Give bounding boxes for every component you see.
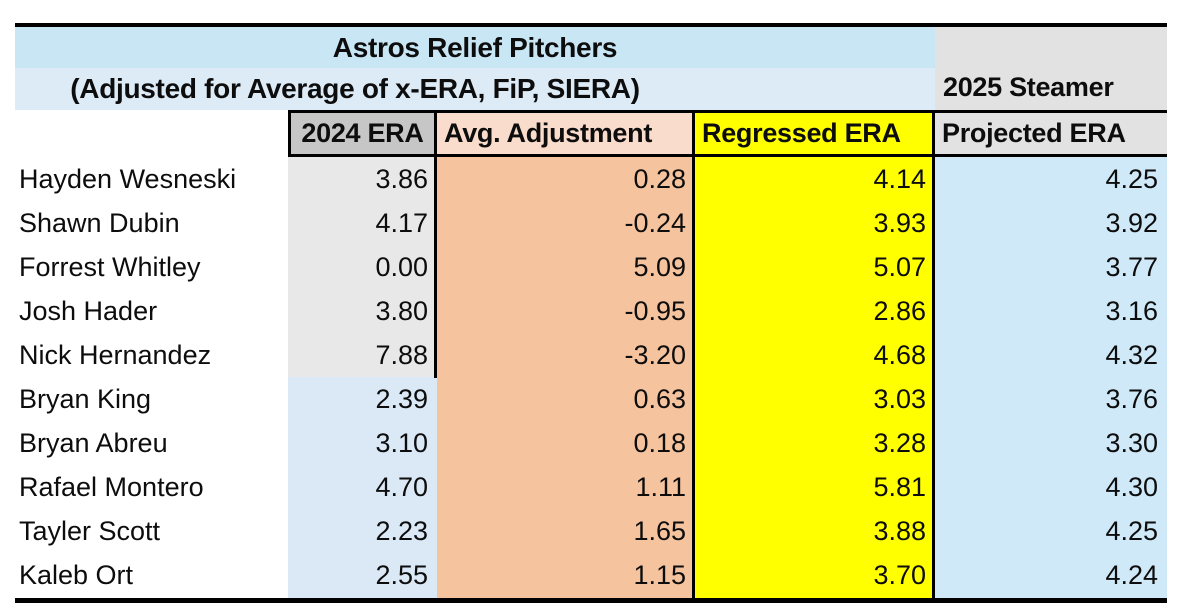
projected-era-cell: 3.77 — [935, 245, 1167, 290]
column-header-row: 2024 ERA Avg. Adjustment Regressed ERA P… — [15, 110, 1167, 157]
player-name-cell: Nick Hernandez — [15, 333, 288, 378]
era-2024-cell: 0.00 — [288, 245, 437, 290]
player-name-cell: Bryan Abreu — [15, 421, 288, 466]
header-top-rule — [288, 110, 1167, 113]
projected-era-cell: 3.92 — [935, 201, 1167, 246]
avg-adjustment-cell: 1.15 — [437, 553, 695, 598]
avg-adjustment-cell: 0.28 — [437, 157, 695, 202]
player-name-cell: Hayden Wesneski — [15, 157, 288, 202]
player-name-cell: Josh Hader — [15, 289, 288, 334]
pitchers-table: Astros Relief Pitchers (Adjusted for Ave… — [15, 23, 1167, 603]
projected-era-cell: 4.25 — [935, 509, 1167, 554]
era-2024-cell: 2.23 — [288, 509, 437, 554]
regressed-column-right-rule — [932, 110, 935, 598]
avg-adjustment-cell: 0.18 — [437, 421, 695, 466]
era-column-right-rule — [434, 110, 437, 378]
regressed-era-cell: 3.93 — [695, 201, 935, 246]
projected-era-cell: 4.25 — [935, 157, 1167, 202]
avg-adjustment-cell: -3.20 — [437, 333, 695, 378]
table-title: Astros Relief Pitchers — [15, 27, 935, 68]
player-name-cell: Rafael Montero — [15, 465, 288, 510]
avg-adjustment-cell: 5.09 — [437, 245, 695, 290]
regressed-era-cell: 3.28 — [695, 421, 935, 466]
era-2024-cell: 2.55 — [288, 553, 437, 598]
era-2024-cell: 3.10 — [288, 421, 437, 466]
era-2024-cell: 3.86 — [288, 157, 437, 202]
avg-adjustment-cell: -0.95 — [437, 289, 695, 334]
projected-era-cell: 4.30 — [935, 465, 1167, 510]
regressed-era-cell: 5.81 — [695, 465, 935, 510]
avg-adjustment-cell: 1.11 — [437, 465, 695, 510]
avg-adjustment-cell: 1.65 — [437, 509, 695, 554]
player-name-cell: Kaleb Ort — [15, 553, 288, 598]
era-2024-cell: 2.39 — [288, 377, 437, 422]
regressed-era-cell: 4.14 — [695, 157, 935, 202]
era-2024-cell: 3.80 — [288, 289, 437, 334]
table-top-border — [15, 23, 1167, 27]
title-band: Astros Relief Pitchers (Adjusted for Ave… — [15, 27, 1167, 110]
player-column-header-spacer — [15, 110, 288, 157]
projected-era-cell: 4.32 — [935, 333, 1167, 378]
column-header-regressed-era: Regressed ERA — [695, 110, 935, 157]
avg-adjustment-cell: -0.24 — [437, 201, 695, 246]
era-header-left-rule — [288, 110, 291, 157]
column-header-2024-era: 2024 ERA — [288, 110, 437, 157]
header-bottom-rule — [288, 154, 1167, 157]
player-name-cell: Shawn Dubin — [15, 201, 288, 246]
projected-era-cell: 3.76 — [935, 377, 1167, 422]
projection-source-label: 2025 Steamer — [935, 27, 1167, 110]
regressed-era-cell: 2.86 — [695, 289, 935, 334]
regressed-era-cell: 3.03 — [695, 377, 935, 422]
regressed-era-cell: 3.70 — [695, 553, 935, 598]
table-body: Hayden Wesneski 3.86 0.28 4.14 4.25 Shawn Dub… — [15, 157, 1167, 598]
table-subtitle-row: (Adjusted for Average of x-ERA, FiP, SIE… — [15, 68, 935, 110]
regressed-era-cell: 3.88 — [695, 509, 935, 554]
regressed-era-cell: 5.07 — [695, 245, 935, 290]
era-2024-cell: 7.88 — [288, 333, 437, 378]
table-subtitle: (Adjusted for Average of x-ERA, FiP, SIE… — [70, 73, 640, 104]
player-name-cell: Bryan King — [15, 377, 288, 422]
projected-era-cell: 4.24 — [935, 553, 1167, 598]
table-bottom-border — [15, 597, 1167, 603]
avg-adjustment-cell: 0.63 — [437, 377, 695, 422]
column-header-projected-era: Projected ERA — [935, 110, 1167, 157]
column-header-avg-adjustment: Avg. Adjustment — [437, 110, 695, 157]
regressed-column-left-rule — [692, 110, 695, 598]
era-2024-cell: 4.70 — [288, 465, 437, 510]
era-2024-cell: 4.17 — [288, 201, 437, 246]
projected-era-cell: 3.16 — [935, 289, 1167, 334]
projected-era-cell: 3.30 — [935, 421, 1167, 466]
player-name-cell: Forrest Whitley — [15, 245, 288, 290]
regressed-era-cell: 4.68 — [695, 333, 935, 378]
player-name-cell: Tayler Scott — [15, 509, 288, 554]
